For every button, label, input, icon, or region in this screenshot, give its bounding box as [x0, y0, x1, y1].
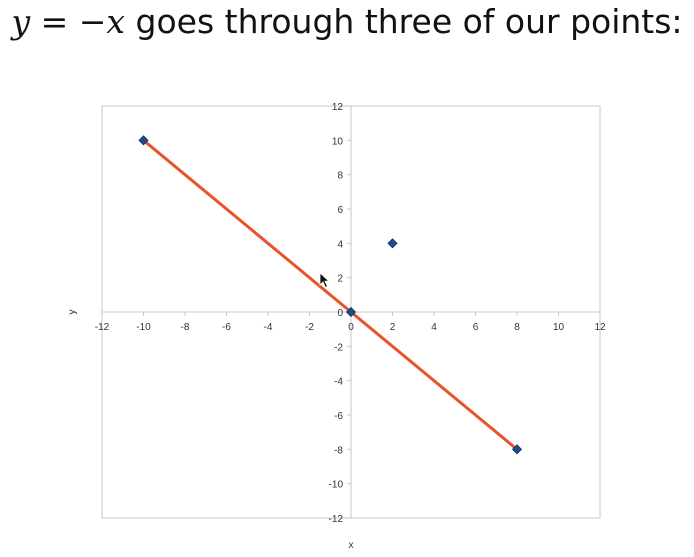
trend-line: [142, 138, 519, 451]
x-tick-label: 0: [348, 322, 354, 333]
x-tick-label: 10: [553, 322, 565, 333]
y-tick-label: 0: [337, 308, 343, 319]
y-tick-label: -12: [329, 514, 344, 525]
y-tick-label: -10: [329, 480, 344, 491]
x-tick-label: -2: [305, 322, 314, 333]
trend-line-group: [142, 138, 519, 451]
heading-minus: −: [78, 2, 107, 41]
y-tick-label: -4: [334, 377, 343, 388]
y-tick-label: 6: [337, 205, 343, 216]
y-tick-label: -6: [334, 411, 343, 422]
slide-heading: y = −x goes through three of our points:: [0, 2, 694, 41]
x-tick-label: 8: [514, 322, 520, 333]
y-tick-label: 4: [337, 239, 343, 250]
heading-lhs: y: [11, 2, 31, 41]
x-tick-label: -10: [136, 322, 151, 333]
y-axis-title: y: [67, 310, 78, 315]
x-tick-label: -12: [95, 322, 110, 333]
heading-text: goes through three of our points:: [135, 2, 683, 41]
heading-rhs: x: [106, 2, 126, 41]
x-tick-label: -8: [181, 322, 190, 333]
data-point: [387, 238, 398, 249]
x-tick-label: 2: [390, 322, 396, 333]
x-tick-label: 4: [431, 322, 437, 333]
y-tick-label: 8: [337, 171, 343, 182]
x-tick-label: -4: [264, 322, 273, 333]
y-tick-label: 12: [332, 102, 344, 113]
data-points: [138, 135, 523, 455]
data-point: [345, 306, 357, 318]
x-tick-label: 12: [594, 322, 606, 333]
tick-labels: -12 -10 -8 -6 -4 -2 0 2 4 6 8 10 12 -12 -10 -8 -6 -4 -2 0 2 4…: [95, 102, 606, 525]
x-tick-label: -6: [222, 322, 231, 333]
y-tick-label: -2: [334, 342, 343, 353]
heading-equals: =: [40, 2, 69, 41]
data-point: [138, 135, 149, 146]
y-tick-label: -8: [334, 445, 343, 456]
y-tick-label: 10: [332, 136, 344, 147]
y-tick-label: 2: [337, 274, 343, 285]
data-point: [511, 444, 523, 455]
mouse-pointer-icon: [319, 272, 331, 289]
x-axis-title: x: [349, 540, 354, 551]
x-tick-label: 6: [473, 322, 479, 333]
